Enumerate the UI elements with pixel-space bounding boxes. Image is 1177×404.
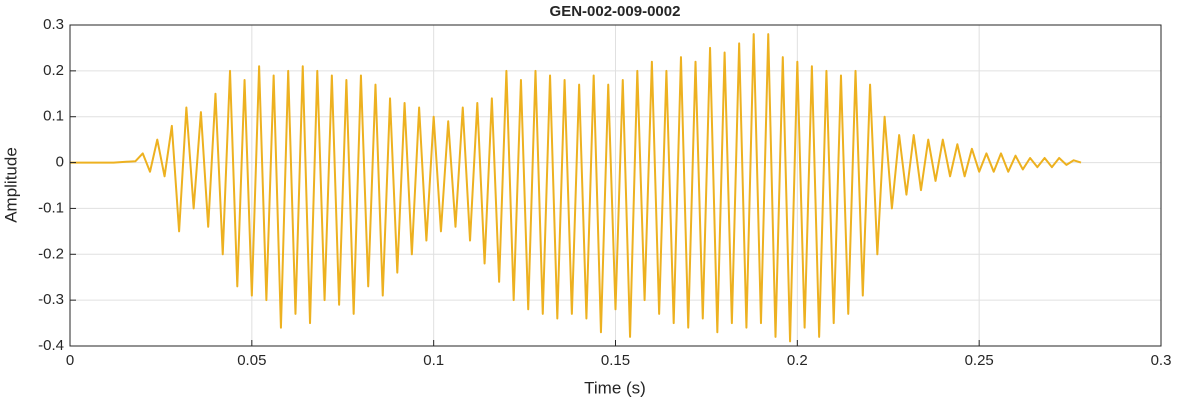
y-tick-label: -0.4 [38, 337, 64, 354]
y-tick-label: -0.1 [38, 199, 64, 216]
y-tick-label: -0.3 [38, 291, 64, 308]
y-tick-label: -0.2 [38, 245, 64, 262]
y-tick-label: 0 [56, 154, 64, 171]
y-tick-label: 0.1 [43, 108, 64, 125]
y-tick-label: 0.3 [43, 16, 64, 33]
lines [70, 33, 1082, 343]
chart-title: GEN-002-009-0002 [550, 3, 681, 20]
x-tick-label: 0.25 [965, 352, 994, 369]
x-tick-label: 0.05 [237, 352, 266, 369]
x-tick-label: 0.3 [1151, 352, 1172, 369]
x-tick-label: 0.1 [423, 352, 444, 369]
x-tick-label: 0 [66, 352, 74, 369]
x-tick-label: 0.2 [787, 352, 808, 369]
y-tick-label: 0.2 [43, 62, 64, 79]
x-axis-label: Time (s) [584, 378, 646, 397]
y-axis-label: Amplitude [1, 147, 20, 223]
waveform-line [70, 33, 1082, 343]
x-tick-label: 0.15 [601, 352, 630, 369]
